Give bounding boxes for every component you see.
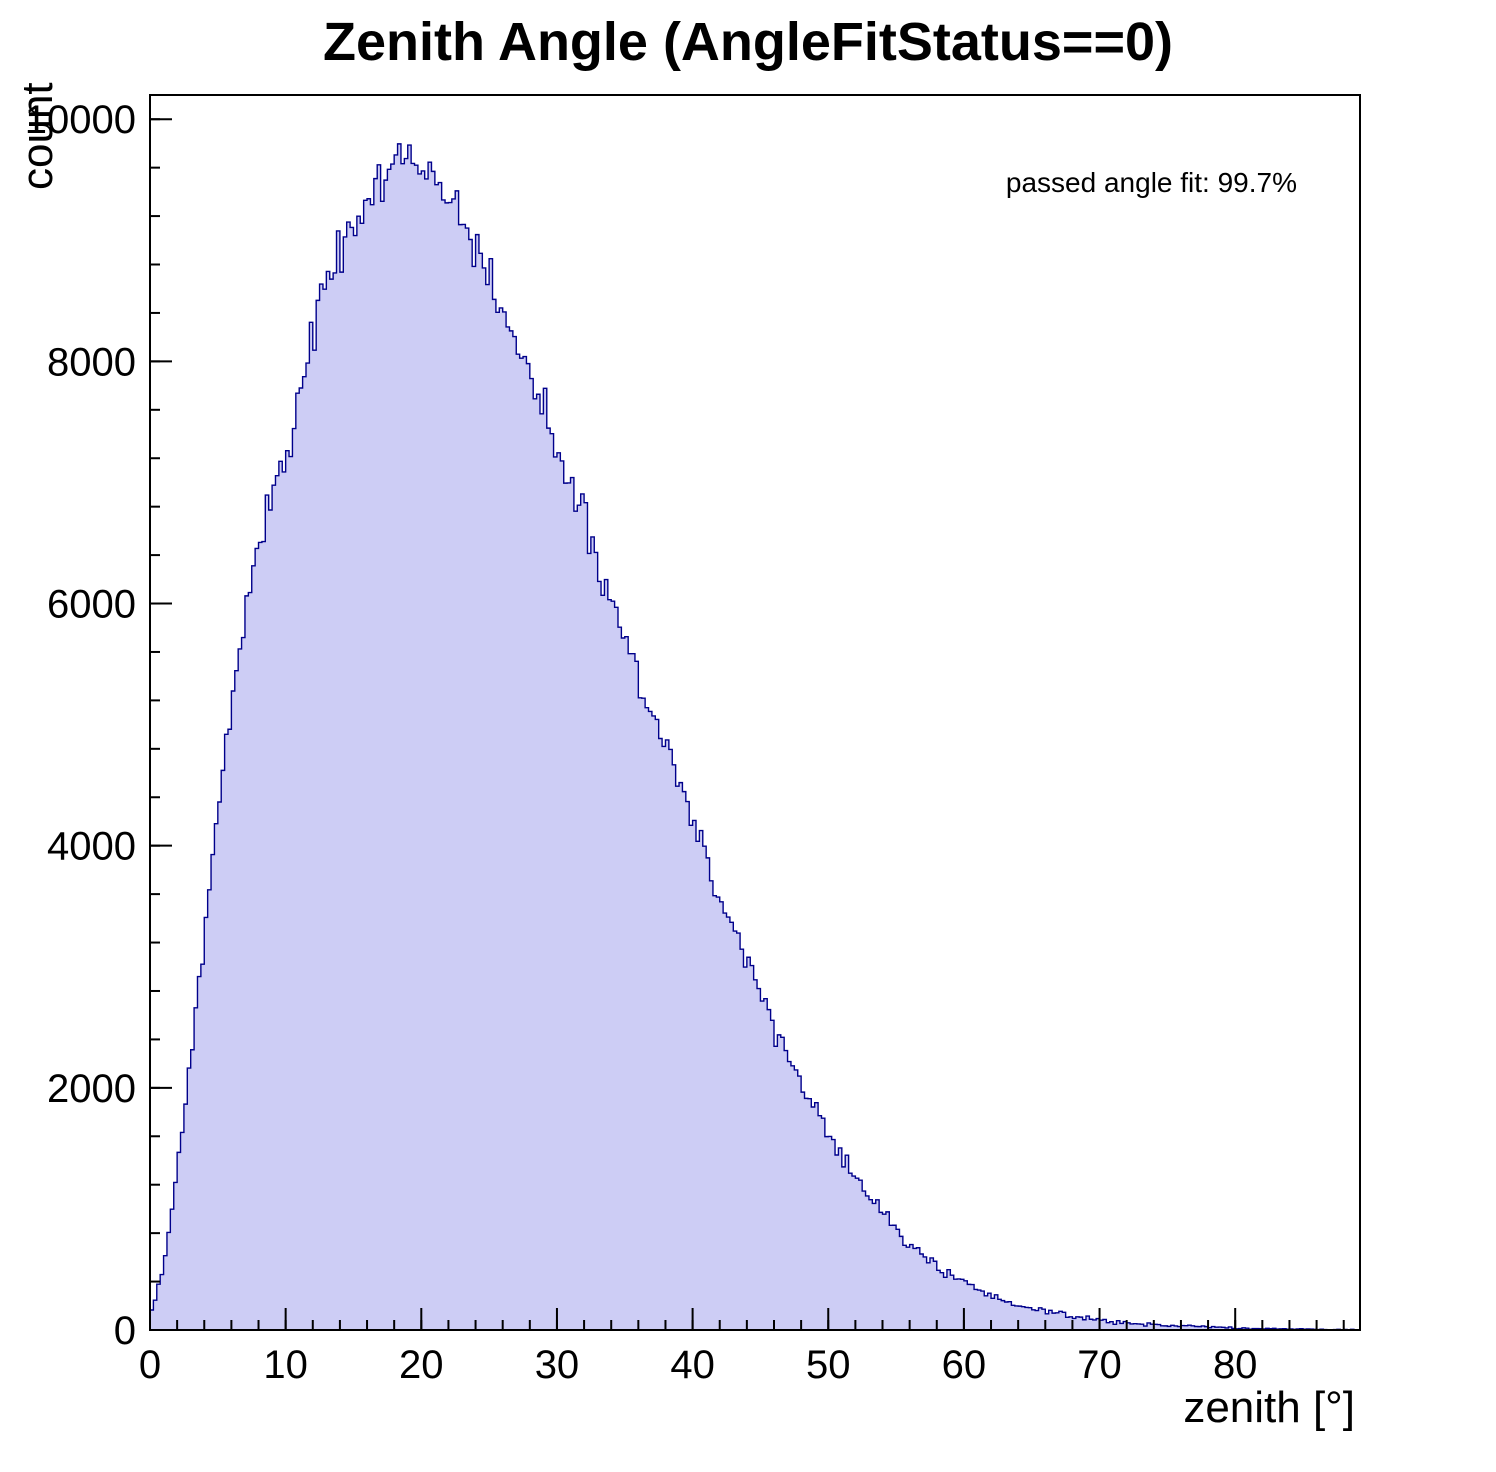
x-tick-label: 70: [1077, 1343, 1122, 1387]
y-tick-label: 0: [114, 1309, 136, 1353]
histogram-bars: [149, 143, 1358, 1331]
y-tick-label: 10000: [25, 98, 136, 142]
x-tick-label: 80: [1213, 1343, 1258, 1387]
x-tick-label: 10: [263, 1343, 308, 1387]
plot-area: 0 10 20 30 40 50 60 70 80 0 2000 4000 6000 8000 10000: [25, 94, 1361, 1387]
y-tick-label: 4000: [47, 825, 136, 869]
x-tick-label: 0: [139, 1343, 161, 1387]
x-tick-label: 30: [535, 1343, 580, 1387]
x-axis-title: zenith [°]: [1183, 1383, 1355, 1432]
plot-frame: [149, 94, 1361, 1331]
y-tick-label: 8000: [47, 340, 136, 384]
passed-angle-fit-annotation: passed angle fit: 99.7%: [1006, 167, 1297, 198]
x-tick-label: 40: [670, 1343, 715, 1387]
chart-title: Zenith Angle (AngleFitStatus==0): [323, 12, 1173, 72]
x-tick-label: 20: [399, 1343, 444, 1387]
x-tick-label: 60: [942, 1343, 987, 1387]
y-axis-title: count: [13, 82, 62, 190]
y-tick-label: 6000: [47, 583, 136, 627]
x-tick-label: 50: [806, 1343, 851, 1387]
y-tick-label: 2000: [47, 1067, 136, 1111]
